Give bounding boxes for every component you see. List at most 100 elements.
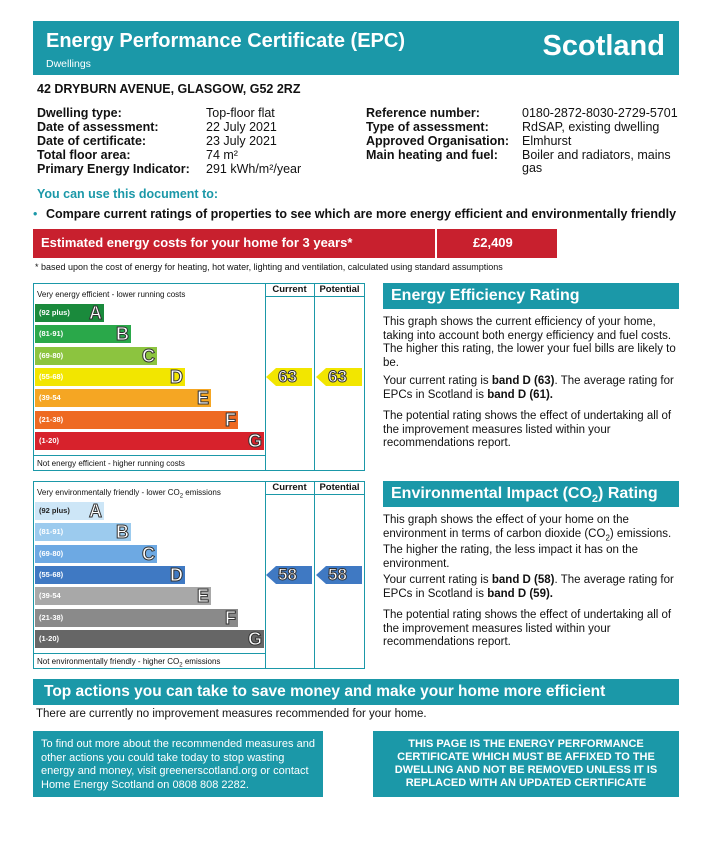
detail-label: Approved Organisation:	[366, 134, 510, 148]
rating-band-a: (92 plus) A	[35, 501, 104, 522]
energy-cost-value: £2,409	[473, 235, 513, 250]
rating-band-c: (69-80) C	[35, 543, 157, 564]
band-letter: G	[247, 430, 262, 451]
detail-value: Boiler and radiators, mains	[522, 148, 671, 162]
detail-label: Total floor area:	[37, 148, 131, 162]
text: Your current rating is	[383, 574, 492, 586]
title-text-end: ) Rating	[598, 485, 658, 502]
env-panel-para1: This graph shows the effect of your home…	[383, 514, 679, 571]
env-panel-title: Environmental Impact (CO2) Rating	[383, 481, 679, 507]
detail-label: Primary Energy Indicator:	[37, 162, 190, 176]
current-rating-arrow: 63	[266, 366, 312, 386]
certificate-title: Energy Performance Certificate (EPC)	[46, 30, 406, 52]
rating-band-e: (39-54 E	[35, 388, 211, 409]
env-panel-para2: Your current rating is band D (58). The …	[383, 574, 679, 601]
detail-label: Date of certificate:	[37, 134, 147, 148]
band-range: (69-80)	[39, 548, 64, 558]
band-range: (69-80)	[39, 350, 64, 360]
caption-text-end: emissions	[182, 657, 221, 666]
divider	[314, 481, 315, 669]
band-letter: C	[142, 345, 156, 366]
energy-panel-para1: This graph shows the current efficiency …	[383, 316, 676, 369]
text: Your current rating is	[383, 375, 492, 387]
current-rating-value: 63	[278, 366, 298, 386]
caption-text: Very environmentally friendly - lower CO	[37, 488, 180, 497]
band-range: (55-68)	[39, 371, 64, 381]
column-header-current: Current	[272, 284, 307, 295]
rating-band-e: (39-54 E	[35, 586, 211, 607]
detail-label: Main heating and fuel:	[366, 148, 498, 162]
band-range: (21-38)	[39, 612, 64, 622]
detail-label: Type of assessment:	[366, 120, 489, 134]
current-rating-value: 58	[278, 564, 298, 584]
band-letter: D	[170, 366, 184, 387]
more-info-box: To find out more about the recommended m…	[33, 731, 323, 797]
energy-cost-bar: Estimated energy costs for your home for…	[33, 229, 557, 258]
band-range: (92 plus)	[39, 308, 70, 317]
arrow-body	[326, 367, 362, 386]
band-letter: G	[247, 628, 262, 649]
energy-panel-para3: The potential rating shows the effect of…	[383, 410, 672, 449]
divider	[265, 481, 266, 669]
energy-panel-para2: Your current rating is band D (63). The …	[383, 375, 679, 402]
divider	[265, 296, 365, 297]
detail-value: 22 July 2021	[206, 120, 277, 134]
usage-item: Compare current ratings of properties to…	[46, 207, 677, 221]
rating-band-d: (55-68) D	[35, 564, 185, 585]
graph-frame	[33, 283, 365, 471]
band-range: (39-54	[39, 393, 61, 403]
energy-cost-label: Estimated energy costs for your home for…	[41, 235, 353, 250]
potential-rating-value: 63	[328, 366, 348, 386]
rating-band-f: (21-38) F	[35, 607, 238, 628]
caption-text: Not environmentally friendly - higher CO	[37, 657, 180, 666]
detail-label: Dwelling type:	[37, 106, 122, 120]
band-range: (21-38)	[39, 414, 64, 424]
top-actions-text: There are currently no improvement measu…	[36, 708, 427, 720]
env-panel-para3: The potential rating shows the effect of…	[383, 609, 672, 648]
cost-footnote: * based upon the cost of energy for heat…	[35, 262, 503, 272]
bullet-icon: •	[33, 207, 38, 221]
arrow-tip	[316, 367, 326, 386]
divider	[33, 455, 265, 456]
graph-bottom-caption: Not energy efficient - higher running co…	[37, 459, 185, 468]
property-address: 42 DRYBURN AVENUE, GLASGOW, G52 2RZ	[37, 82, 301, 96]
potential-rating-value: 58	[328, 564, 348, 584]
band-range: (55-68)	[39, 569, 64, 579]
text: ) emissions. The higher the rating, the …	[383, 527, 672, 570]
average-band: band D (59).	[487, 587, 553, 600]
text: . The average rating for EPCs in Scotlan…	[383, 574, 674, 600]
band-letter: E	[196, 586, 209, 607]
arrow-tip	[266, 367, 276, 386]
detail-value: 23 July 2021	[206, 134, 277, 148]
band-letter: F	[225, 607, 237, 628]
arrow-tip	[266, 565, 276, 584]
average-band: band D (61).	[487, 388, 553, 401]
potential-rating-arrow: 63	[316, 366, 362, 386]
band-letter: F	[225, 409, 237, 430]
certificate-subtitle: Dwellings	[46, 58, 91, 70]
band-range: (81-91)	[39, 329, 64, 339]
detail-value: 291 kWh/m²/year	[206, 162, 302, 176]
detail-value: 74 m²	[206, 148, 238, 162]
affix-warning-box: THIS PAGE IS THE ENERGY PERFORMANCE CERT…	[373, 731, 679, 797]
divider	[435, 229, 437, 258]
arrow-body	[276, 367, 312, 386]
caption-text-end: emissions	[183, 488, 221, 497]
rating-band-c: (69-80) C	[35, 345, 157, 366]
potential-rating-arrow: 58	[316, 564, 362, 584]
band-range: (81-91)	[39, 527, 64, 537]
subscript: 2	[605, 532, 610, 542]
detail-label: Reference number:	[366, 106, 480, 120]
band-range: (39-54	[39, 591, 61, 601]
title-subscript: 2	[591, 493, 599, 506]
graph-top-caption: Very energy efficient - lower running co…	[37, 290, 186, 299]
usage-heading: You can use this document to:	[37, 187, 219, 201]
band-letter: B	[116, 522, 130, 543]
arrow-tip	[316, 565, 326, 584]
detail-value-continued: gas	[522, 161, 543, 175]
band-letter: E	[196, 388, 209, 409]
band-letter: D	[170, 564, 184, 585]
rating-band-b: (81-91) B	[35, 522, 131, 543]
column-header-potential: Potential	[319, 482, 360, 493]
detail-value: Elmhurst	[522, 134, 572, 148]
